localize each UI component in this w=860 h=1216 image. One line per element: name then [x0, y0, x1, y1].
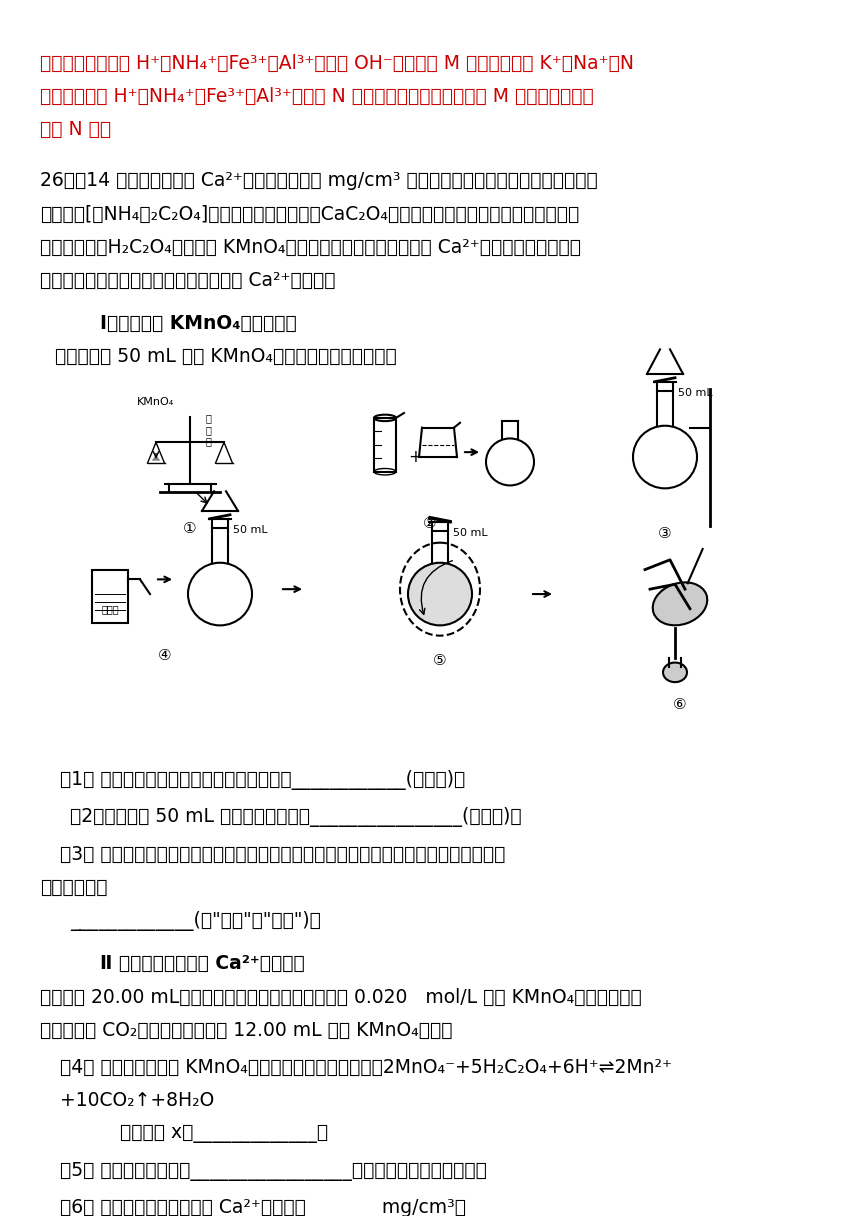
Text: 则式中的 x＝_____________。: 则式中的 x＝_____________。 — [120, 1125, 329, 1143]
Ellipse shape — [663, 663, 687, 682]
Text: （2）其中确定 50 mL 溶液体积的容器是________________(填名称)。: （2）其中确定 50 mL 溶液体积的容器是________________(填… — [70, 807, 522, 827]
Text: +10CO₂↑+8H₂O: +10CO₂↑+8H₂O — [60, 1091, 214, 1110]
Bar — [92, 569, 128, 624]
Text: （5） 滴定时，根据现象_________________，即可确定反应达到终点。: （5） 滴定时，根据现象_________________，即可确定反应达到终点… — [60, 1161, 487, 1181]
Bar — [374, 418, 396, 472]
Text: 离子只有两种，由 H⁺、NH₄⁺、Fe³⁺、Al³⁺均能与 OH⁻反应，则 M 中的阳离子为 K⁺、Na⁺，N: 离子只有两种，由 H⁺、NH₄⁺、Fe³⁺、Al³⁺均能与 OH⁻反应，则 M … — [40, 54, 634, 73]
Text: ⑥: ⑥ — [673, 697, 687, 711]
Text: 草酸转化成 CO₂逸出，这时共消耗 12.00 mL 酸性 KMnO₄溶液。: 草酸转化成 CO₂逸出，这时共消耗 12.00 mL 酸性 KMnO₄溶液。 — [40, 1020, 452, 1040]
Text: Ⅱ 【测定血液样品中 Ca²⁺的浓度】: Ⅱ 【测定血液样品中 Ca²⁺的浓度】 — [100, 955, 304, 973]
Text: 习小组设计如下实验步骤测定血液样品中 Ca²⁺的浓度．: 习小组设计如下实验步骤测定血液样品中 Ca²⁺的浓度． — [40, 271, 335, 291]
Text: （6） 经过计算，血液样品中 Ca²⁺的浓度为________mg/cm³。: （6） 经过计算，血液样品中 Ca²⁺的浓度为________mg/cm³。 — [60, 1199, 466, 1216]
Text: 26．（14 分）人体血液里 Ca²⁺的浓度一般采用 mg/cm³ 来表示．抽取一定体积的血样，加适量: 26．（14 分）人体血液里 Ca²⁺的浓度一般采用 mg/cm³ 来表示．抽取… — [40, 171, 598, 190]
Text: 如图是配制 50 mL 酸性 KMnO₄标准溶液的过程示意图。: 如图是配制 50 mL 酸性 KMnO₄标准溶液的过程示意图。 — [55, 348, 396, 366]
Text: ⑤: ⑤ — [433, 653, 447, 668]
Ellipse shape — [653, 582, 707, 625]
Text: KMnO₄: KMnO₄ — [138, 396, 175, 406]
Text: 子在 N 中。: 子在 N 中。 — [40, 120, 111, 140]
Text: 抽取血样 20.00 mL，经过上述处理后得到草酸，再用 0.020   mol/L 酸性 KMnO₄溶液滴定，使: 抽取血样 20.00 mL，经过上述处理后得到草酸，再用 0.020 mol/L… — [40, 987, 642, 1007]
Text: _____________(填"偏大"或"偏小")。: _____________(填"偏大"或"偏小")。 — [70, 911, 321, 931]
Text: 中的阳离子为 H⁺、NH₄⁺、Fe³⁺、Al³⁺，则与 N 中阳离子反应的阴离子应在 M 中，剩余的阴离: 中的阳离子为 H⁺、NH₄⁺、Fe³⁺、Al³⁺，则与 N 中阳离子反应的阴离子… — [40, 88, 593, 106]
Text: 的草酸铵[（NH₄）₂C₂O₄]溶液，可析出草酸钙（CaC₂O₄）沉淀，将此草酸钙沉淀洗涤后溶于强: 的草酸铵[（NH₄）₂C₂O₄]溶液，可析出草酸钙（CaC₂O₄）沉淀，将此草酸… — [40, 204, 580, 224]
Text: （1） 请你观察图示判断其中不正确的操作有____________(填序号)。: （1） 请你观察图示判断其中不正确的操作有____________(填序号)。 — [60, 770, 465, 790]
Text: ④: ④ — [158, 648, 172, 663]
Text: ③: ③ — [658, 525, 672, 541]
Polygon shape — [151, 455, 160, 461]
Text: ①: ① — [183, 520, 197, 536]
Circle shape — [408, 563, 472, 625]
Text: 50 mL: 50 mL — [678, 388, 713, 399]
Text: 蒸馏水: 蒸馏水 — [101, 603, 119, 614]
Text: 蒸
馏
水: 蒸 馏 水 — [206, 413, 212, 446]
Text: +: + — [408, 447, 422, 466]
Text: （3） 如果按照图示的操作所配制的溶液进行实验，在其他操作均正确的情况下，所测得: （3） 如果按照图示的操作所配制的溶液进行实验，在其他操作均正确的情况下，所测得 — [60, 845, 506, 863]
Text: ②: ② — [423, 516, 437, 530]
Text: Ⅰ【配制酸性 KMnO₄标准溶液】: Ⅰ【配制酸性 KMnO₄标准溶液】 — [100, 314, 297, 333]
Text: 酸可得草酸（H₂C₂O₄），再用 KMnO₄溶液滴定即可测定血液样品中 Ca²⁺的浓度．某研究性学: 酸可得草酸（H₂C₂O₄），再用 KMnO₄溶液滴定即可测定血液样品中 Ca²⁺… — [40, 238, 581, 257]
Text: 50 mL: 50 mL — [233, 525, 267, 535]
Text: 50 mL: 50 mL — [453, 529, 488, 539]
Text: （4） 已知草酸跟酸性 KMnO₄溶液反应的离子方程式为：2MnO₄⁻+5H₂C₂O₄+6H⁺⇌2Mn²⁺: （4） 已知草酸跟酸性 KMnO₄溶液反应的离子方程式为：2MnO₄⁻+5H₂C… — [60, 1058, 672, 1077]
Text: 的实验结果将: 的实验结果将 — [40, 878, 108, 897]
